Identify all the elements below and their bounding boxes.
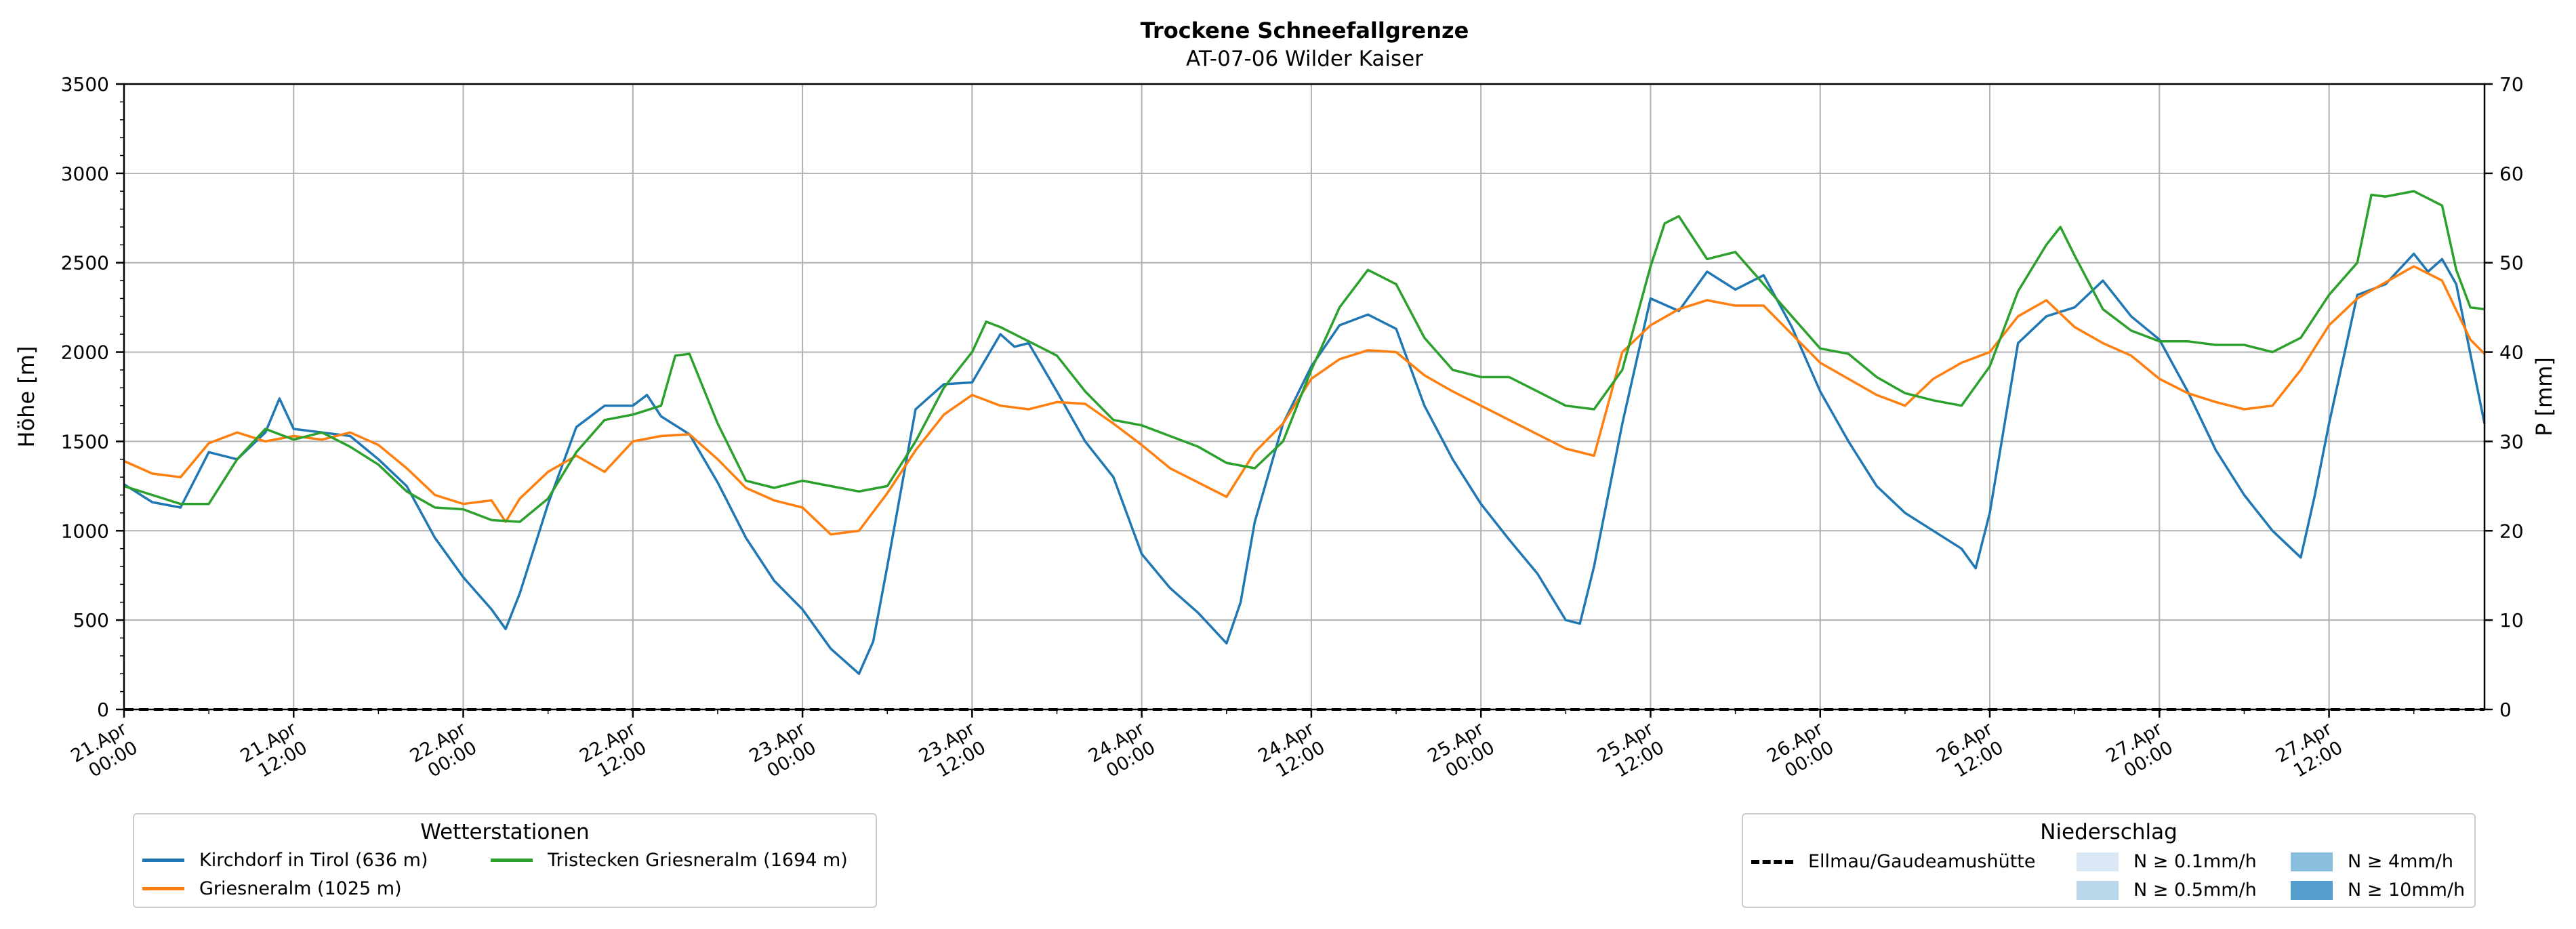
- grid: [123, 83, 2485, 710]
- legend-label: Kirchdorf in Tirol (636 m): [199, 850, 428, 871]
- legend-label: N ≥ 4mm/h: [2348, 851, 2453, 872]
- legend-label: Griesneralm (1025 m): [199, 878, 402, 899]
- y2-tick-label: 0: [2499, 699, 2512, 721]
- y-tick-label: 2000: [61, 342, 109, 364]
- legend-item-ellmau: Ellmau/Gaudeamushütte: [1751, 851, 2035, 872]
- legend-item-n10: N ≥ 10mm/h: [2291, 880, 2465, 901]
- plot-frame: [123, 83, 2486, 711]
- y2-axis-label: P [mm]: [2531, 357, 2557, 436]
- precip-legend-title: Niederschlag: [2040, 820, 2178, 844]
- legend-item-kirchdorf: Kirchdorf in Tirol (636 m): [142, 850, 428, 871]
- precip-legend: Niederschlag Ellmau/Gaudeamushütte N ≥ 0…: [1742, 813, 2476, 908]
- y2-tick-label: 50: [2499, 252, 2524, 274]
- legend-swatch: [2291, 852, 2333, 871]
- legend-swatch: [2077, 852, 2119, 871]
- y-axis-label: Höhe [m]: [14, 346, 39, 448]
- y-tick-label: 2500: [61, 252, 109, 274]
- chart-subtitle: AT-07-06 Wilder Kaiser: [1186, 47, 1423, 71]
- legend-swatch: [1751, 859, 1793, 864]
- legend-item-n01: N ≥ 0.1mm/h: [2077, 851, 2257, 872]
- y-tick-label: 3500: [61, 73, 109, 96]
- legend-swatch: [491, 859, 533, 862]
- stations-legend-title: Wetterstationen: [420, 820, 590, 844]
- legend-label: Tristecken Griesneralm (1694 m): [548, 850, 848, 871]
- legend-swatch: [142, 887, 184, 890]
- y-tick-label: 0: [97, 699, 109, 721]
- y2-tick-label: 20: [2499, 520, 2524, 542]
- y2-tick-label: 60: [2499, 163, 2524, 185]
- series-layer: [123, 190, 2486, 711]
- legend-item-tristecken: Tristecken Griesneralm (1694 m): [491, 850, 848, 871]
- legend-item-griesneralm: Griesneralm (1025 m): [142, 878, 402, 899]
- legend-label: N ≥ 0.5mm/h: [2133, 880, 2257, 901]
- series-line: [123, 265, 2486, 536]
- legend-label: N ≥ 0.1mm/h: [2133, 851, 2257, 872]
- legend-item-n4: N ≥ 4mm/h: [2291, 851, 2453, 872]
- legend-swatch: [2077, 880, 2119, 900]
- y-tick-label: 1000: [61, 520, 109, 542]
- y2-tick-label: 70: [2499, 73, 2524, 96]
- stations-legend: Wetterstationen Kirchdorf in Tirol (636 …: [133, 813, 877, 908]
- axes: 0 500 1000 1500 2000 2500 3000 3500 0 10 20 30 40 50 6…: [61, 73, 2524, 782]
- legend-label: Ellmau/Gaudeamushütte: [1808, 851, 2036, 872]
- y2-tick-label: 40: [2499, 342, 2524, 364]
- series-line: [123, 190, 2485, 523]
- legend-swatch: [2291, 880, 2333, 900]
- series-line: [123, 252, 2486, 676]
- legend-label: N ≥ 10mm/h: [2348, 880, 2466, 901]
- y-tick-label: 3000: [61, 163, 109, 185]
- legend-item-n05: N ≥ 0.5mm/h: [2077, 880, 2257, 901]
- legend-swatch: [142, 859, 184, 862]
- chart-title: Trockene Schneefallgrenze: [1141, 18, 1469, 43]
- y-tick-label: 1500: [61, 430, 109, 453]
- y-tick-label: 500: [73, 609, 109, 632]
- y2-tick-label: 30: [2499, 430, 2524, 453]
- y2-tick-label: 10: [2499, 609, 2524, 632]
